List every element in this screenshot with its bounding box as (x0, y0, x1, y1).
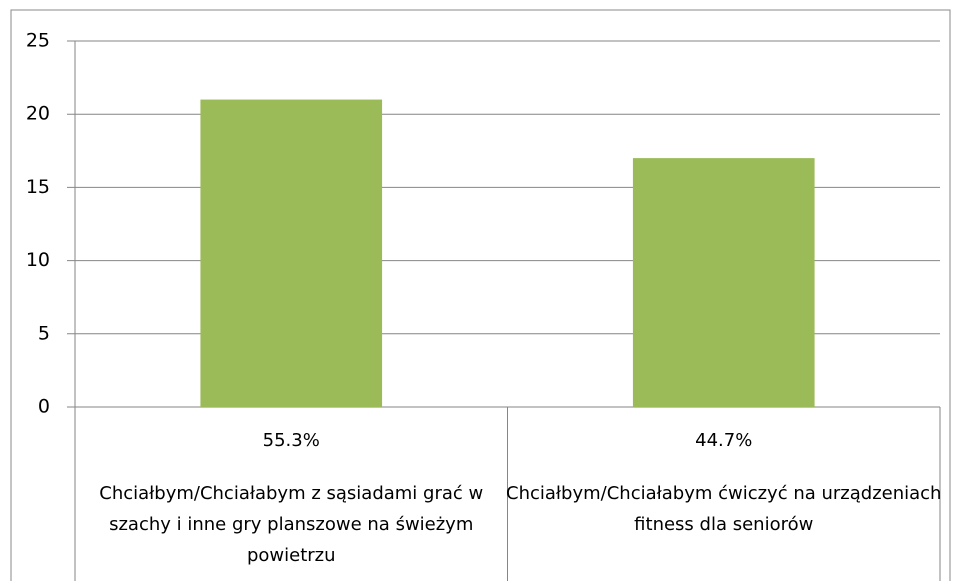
x-tick-label: Chciałbym/Chciałabym ćwiczyć na urządzen… (506, 483, 942, 535)
percent-label: 44.7% (695, 430, 752, 451)
bar (200, 99, 383, 407)
y-tick-label: 15 (26, 176, 50, 198)
y-tick-label: 0 (38, 396, 50, 418)
y-tick-label: 20 (26, 103, 50, 125)
x-tick-label: Chciałbym/Chciałabym z sąsiadami grać w … (99, 483, 484, 566)
y-tick-label: 5 (38, 322, 50, 344)
y-tick-label: 10 (26, 249, 50, 271)
x-tick-label-box: Chciałbym/Chciałabym z sąsiadami grać w … (99, 483, 484, 566)
bar (632, 158, 815, 407)
x-tick-label-box: Chciałbym/Chciałabym ćwiczyć na urządzen… (506, 483, 942, 535)
y-tick-label: 25 (26, 30, 50, 52)
percent-label: 55.3% (263, 430, 320, 451)
